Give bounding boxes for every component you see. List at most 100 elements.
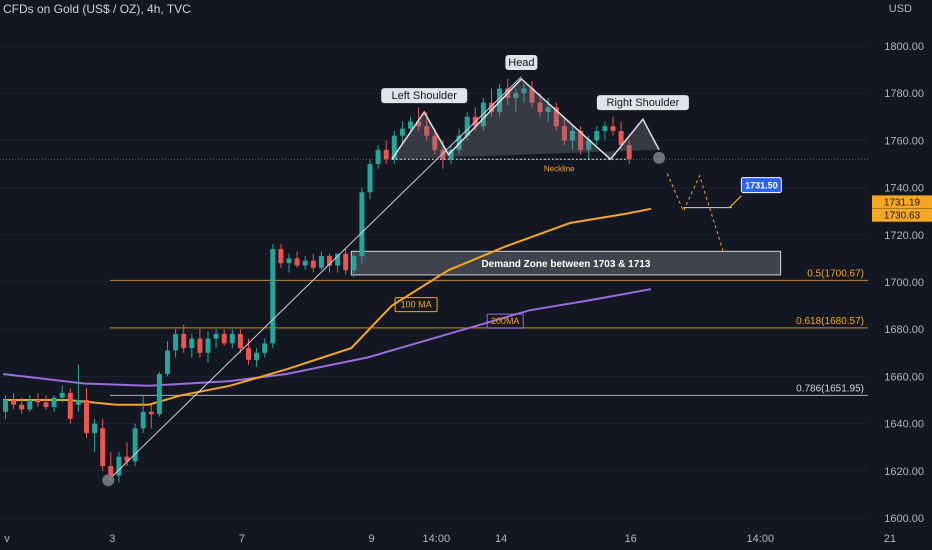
candle-body [375, 149, 381, 164]
trendline-anchor [102, 474, 115, 487]
candle [570, 126, 575, 150]
ma-label-box [486, 313, 524, 329]
y-tick-label: 1660.00 [884, 371, 924, 383]
target-pointer [728, 195, 742, 209]
candle-body [570, 130, 575, 141]
candle-body [27, 400, 33, 410]
ma100-line [3, 207, 652, 406]
candle [553, 102, 559, 131]
candle [408, 116, 413, 134]
candle [189, 333, 195, 358]
candle-body [51, 397, 57, 408]
candle [497, 83, 503, 117]
candle-body [43, 402, 49, 408]
candle [43, 395, 49, 410]
projection-path [666, 173, 725, 254]
candle-body [132, 428, 138, 462]
candle [205, 331, 211, 363]
candle-body [561, 126, 567, 141]
candle [11, 392, 17, 410]
candle [578, 126, 584, 155]
pattern-end-anchor [653, 151, 666, 164]
x-tick-label: 9 [368, 533, 374, 545]
y-tick-label: 1640.00 [884, 419, 924, 431]
candle [75, 364, 81, 412]
candle-body [270, 248, 276, 344]
candle-body [116, 456, 122, 476]
candle-body [278, 248, 284, 264]
ma-label: 100 MA [401, 300, 432, 310]
candle [221, 329, 227, 346]
candle [173, 329, 179, 358]
candle [213, 329, 219, 349]
candle-body [602, 126, 608, 131]
ma-label-box [394, 297, 438, 313]
candle-body [383, 149, 389, 160]
candle-body [229, 333, 235, 344]
candle [19, 397, 25, 415]
candle [610, 116, 616, 136]
candle [343, 248, 349, 275]
candle [302, 256, 308, 271]
fib-label: 0.786(1651.95) [796, 383, 864, 394]
pattern-label-box [505, 55, 538, 71]
candle [246, 338, 251, 365]
candle-body [213, 333, 219, 339]
candle-body [124, 456, 130, 462]
candle [367, 159, 373, 200]
candle-body [351, 256, 357, 271]
candle-body [262, 343, 268, 353]
fib-label: 0.618(1680.57) [796, 316, 864, 327]
candle-body [205, 338, 211, 353]
candle-body [3, 400, 8, 412]
candle-body [618, 130, 624, 146]
candle-body [416, 121, 422, 127]
candle-body [59, 392, 65, 398]
y-axis: 1600.00 1620.00 1640.00 1660.00 1680.00 1700.… [872, 41, 932, 525]
currency-label: USD [888, 3, 912, 15]
candle [489, 88, 494, 117]
candle-body [594, 130, 600, 141]
demand-zone-layer: Demand Zone between 1703 & 1713 [350, 250, 782, 276]
candle-body [148, 411, 154, 415]
candle-body [75, 400, 81, 405]
candle-body [335, 253, 341, 266]
candle-body [181, 333, 187, 349]
candle-body [359, 192, 365, 257]
candle [529, 81, 535, 108]
candle [132, 423, 138, 467]
chart-title: CFDs on Gold (US$ / OZ), 4h, TVC [3, 2, 191, 16]
candle [521, 83, 527, 103]
pattern-label: Right Shoulder [607, 97, 680, 109]
candle-body [286, 258, 292, 264]
candle-body [529, 88, 535, 103]
candle-body [448, 149, 454, 160]
candle [148, 404, 154, 429]
candle-body [108, 466, 114, 476]
candle [310, 253, 316, 273]
candle [165, 341, 170, 377]
candle-body [545, 107, 551, 113]
candle [262, 338, 268, 358]
candle-body [19, 404, 25, 410]
x-tick-label: 14 [495, 533, 507, 545]
candle [286, 253, 292, 273]
candle-body [318, 256, 324, 268]
y-tick-label: 1720.00 [884, 230, 924, 242]
candle-body [432, 135, 438, 150]
target-badge [740, 177, 782, 194]
candle [84, 388, 89, 438]
candle [116, 451, 122, 483]
candle-body [343, 253, 349, 271]
x-tick-label: 7 [239, 533, 245, 545]
candle [270, 244, 276, 349]
x-tick-label: v [4, 533, 10, 545]
ma-layer [2, 207, 652, 406]
candle-body [399, 128, 405, 136]
ma-label: 200MA [491, 316, 520, 326]
candle-body [197, 338, 203, 353]
candle-body [440, 149, 446, 160]
y-tick-label: 1740.00 [884, 183, 924, 195]
